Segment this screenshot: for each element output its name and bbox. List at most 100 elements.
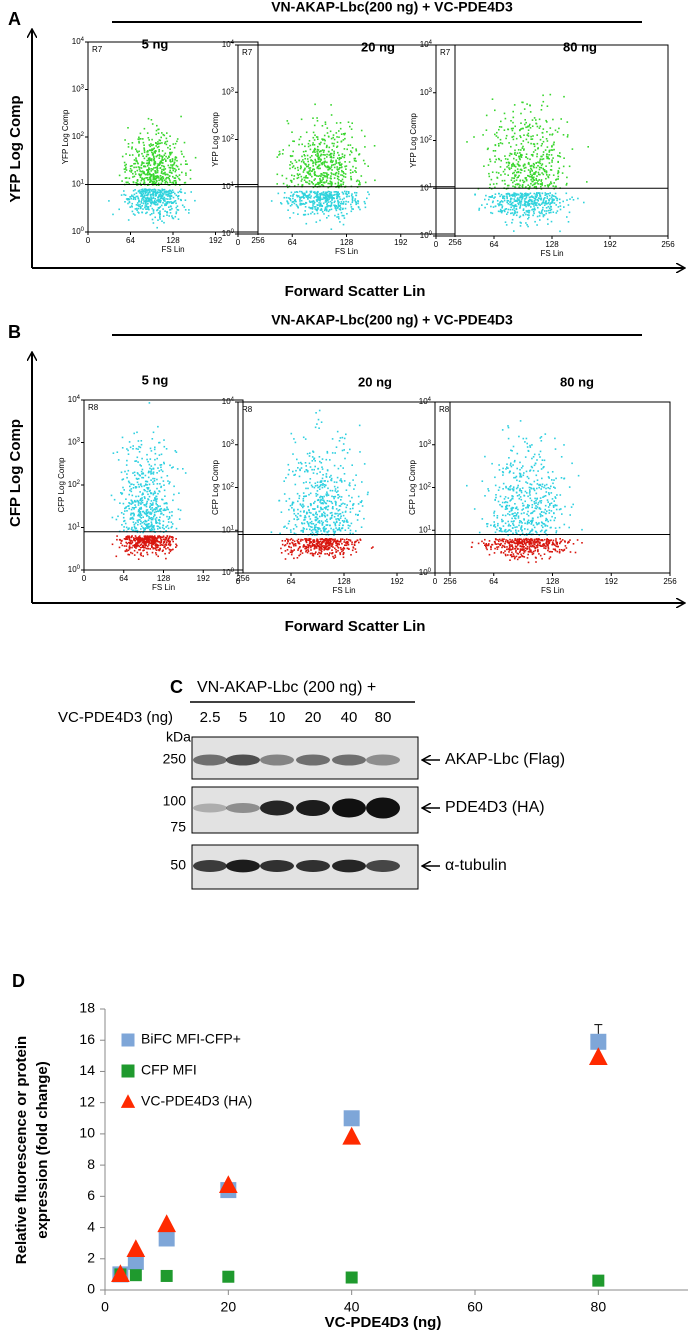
event-dot [172, 499, 174, 502]
event-dot [583, 201, 585, 204]
event-dot [508, 168, 511, 171]
event-dot [129, 485, 131, 488]
event-dot [526, 545, 529, 548]
event-dot [143, 190, 146, 192]
event-dot [322, 138, 324, 141]
event-dot [336, 521, 338, 523]
event-dot [151, 149, 154, 151]
event-dot [337, 490, 339, 492]
event-dot [289, 529, 292, 531]
event-dot [293, 545, 295, 547]
event-dot [319, 515, 321, 518]
event-dot [158, 535, 161, 537]
event-dot [292, 195, 294, 197]
event-dot [127, 536, 129, 539]
event-dot [173, 167, 176, 170]
event-dot [152, 181, 155, 184]
event-dot [124, 538, 127, 541]
event-dot [149, 528, 151, 531]
event-dot [317, 418, 320, 421]
event-dot [129, 170, 131, 172]
event-dot [310, 541, 312, 543]
event-dot [132, 213, 135, 215]
event-dot [316, 531, 318, 533]
event-dot [331, 452, 334, 454]
event-dot [338, 518, 340, 521]
event-dot [153, 547, 155, 550]
event-dot [538, 179, 540, 181]
event-dot [181, 153, 183, 155]
event-dot [153, 167, 155, 169]
event-dot [317, 530, 319, 533]
event-dot [518, 200, 521, 202]
event-dot [139, 464, 141, 466]
x-tick-label: 192 [197, 574, 211, 583]
event-dot [291, 162, 294, 165]
event-dot [298, 542, 301, 545]
event-dot [346, 190, 348, 193]
event-dot [296, 516, 299, 518]
event-dot [128, 535, 130, 537]
event-dot [345, 541, 347, 544]
event-dot [143, 180, 146, 182]
event-dot [543, 495, 545, 498]
condition-label: 80 ng [563, 39, 597, 54]
event-dot [290, 181, 293, 183]
event-dot [134, 538, 136, 540]
event-dot [330, 474, 332, 477]
event-dot [158, 520, 161, 522]
event-dot [323, 480, 326, 482]
event-dot [577, 197, 579, 200]
event-dot [156, 209, 158, 212]
event-dot [287, 202, 290, 205]
event-dot [519, 154, 522, 157]
event-dot [349, 484, 351, 487]
event-dot [131, 154, 134, 156]
event-dot [326, 531, 329, 534]
event-dot [558, 155, 560, 157]
event-dot [506, 548, 508, 551]
event-dot [562, 165, 565, 168]
event-dot [326, 153, 328, 156]
event-dot [532, 210, 535, 213]
event-dot [527, 184, 529, 186]
event-dot [120, 471, 123, 474]
event-dot [537, 192, 540, 194]
event-dot [341, 527, 343, 529]
event-dot [143, 549, 145, 551]
event-dot [166, 193, 168, 195]
event-dot [329, 153, 332, 156]
event-dot [319, 460, 321, 463]
event-dot [158, 139, 161, 141]
event-dot [535, 505, 537, 507]
event-dot [528, 186, 531, 189]
event-dot [513, 200, 516, 202]
event-dot [154, 492, 157, 494]
event-dot [555, 212, 558, 214]
event-dot [317, 196, 320, 198]
event-dot [336, 207, 339, 209]
event-dot [171, 181, 173, 184]
event-dot [159, 190, 162, 192]
event-dot [132, 448, 134, 450]
event-dot [125, 166, 127, 169]
event-dot [330, 172, 333, 174]
event-dot [316, 484, 319, 487]
event-dot [307, 522, 309, 525]
event-dot [152, 536, 154, 539]
event-dot [330, 203, 333, 205]
event-dot [322, 196, 325, 199]
event-dot [519, 158, 521, 161]
event-dot [155, 501, 157, 503]
event-dot [304, 206, 307, 208]
event-dot [159, 142, 161, 145]
event-dot [134, 501, 136, 503]
event-dot [534, 547, 536, 550]
event-dot [303, 510, 305, 512]
event-dot [328, 209, 331, 211]
event-dot [291, 507, 293, 509]
event-dot [521, 502, 524, 505]
event-dot [155, 142, 157, 144]
event-dot [285, 477, 287, 479]
event-dot [165, 536, 168, 539]
